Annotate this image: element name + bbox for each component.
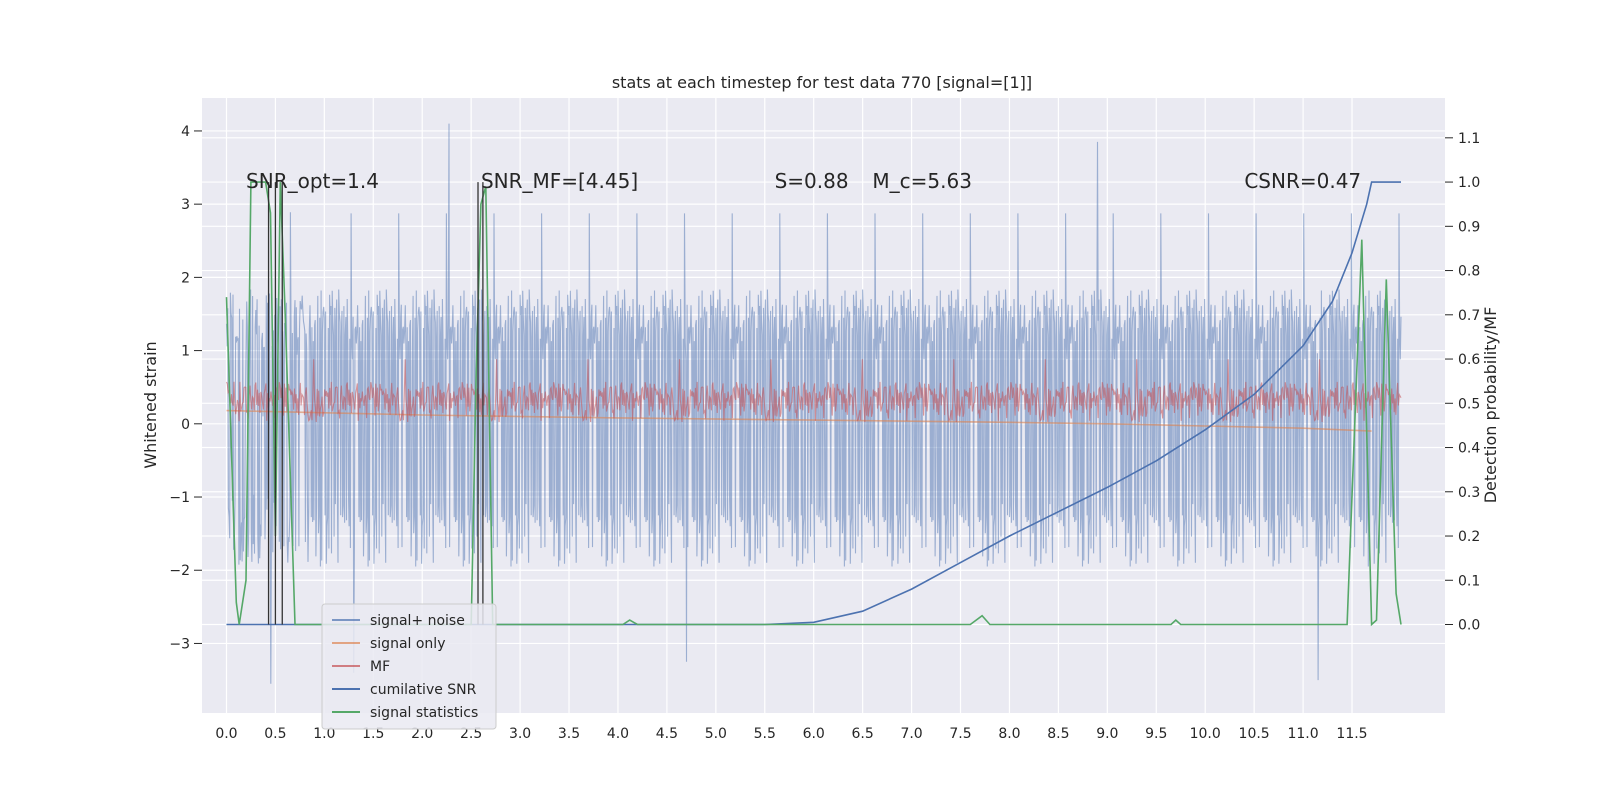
y2-tick-label: 0.8 <box>1458 264 1480 280</box>
y-tick-label: 2 <box>181 270 190 286</box>
legend-item: MF <box>370 659 390 675</box>
annotation-label: S=0.88 <box>775 169 849 193</box>
x-tick-label: 6.0 <box>803 726 825 742</box>
y2-tick-label: 0.6 <box>1458 352 1480 368</box>
series-line-signal-statistics <box>225 181 1402 627</box>
y-tick-label: 4 <box>181 124 190 140</box>
y-tick-label: 3 <box>181 197 190 213</box>
y2-tick-label: 0.5 <box>1458 396 1480 412</box>
x-tick-label: 9.0 <box>1096 726 1118 742</box>
x-tick-label: 3.0 <box>509 726 531 742</box>
annotation-label: SNR_MF=[4.45] <box>481 169 638 193</box>
plot-area <box>225 123 1402 684</box>
y-tick-label: −1 <box>169 490 190 506</box>
annotations: SNR_opt=1.4 SNR_MF=[4.45] S=0.88 M_c=5.63 CS… <box>246 169 1361 193</box>
x-tick-label: 10.5 <box>1239 726 1270 742</box>
y2-axis-ticks: 1.1 1.0 0.9 0.8 0.7 0.6 0.5 0.4 0.3 0.2 0.1 0.0 <box>1445 131 1480 634</box>
x-tick-label: 2.0 <box>411 726 433 742</box>
x-tick-label: 2.5 <box>460 726 482 742</box>
series-line-signal-only <box>226 409 1372 432</box>
x-axis-ticks: 0.0 0.5 1.0 1.5 2.0 2.5 3.0 3.5 4.0 4.5 5.0 5.5 6.0 6… <box>215 726 1367 742</box>
x-tick-label: 8.5 <box>1047 726 1069 742</box>
legend-item: signal+ noise <box>370 613 465 629</box>
x-tick-label: 5.0 <box>705 726 727 742</box>
legend-box <box>321 603 497 730</box>
x-tick-label: 11.5 <box>1336 726 1367 742</box>
x-tick-label: 0.0 <box>215 726 237 742</box>
legend: signal+ noise signal only MF cumilative SNR… <box>321 603 497 730</box>
legend-item: cumilative SNR <box>370 682 477 698</box>
y2-tick-label: 0.0 <box>1458 618 1480 634</box>
y2-tick-label: 1.0 <box>1458 175 1480 191</box>
y2-tick-label: 0.4 <box>1458 441 1480 457</box>
x-tick-label: 7.0 <box>900 726 922 742</box>
y2-axis-label: Detection probability/MF <box>1481 307 1500 504</box>
y-tick-label: 0 <box>181 417 190 433</box>
series-line-signal-noise <box>225 123 1402 684</box>
annotation-label: M_c=5.63 <box>872 169 972 193</box>
y-axis-label: Whitened strain <box>141 341 160 468</box>
y-tick-label: 1 <box>181 344 190 360</box>
x-tick-label: 9.5 <box>1145 726 1167 742</box>
x-tick-label: 11.0 <box>1287 726 1318 742</box>
x-tick-label: 8.0 <box>998 726 1020 742</box>
annotation-label: SNR_opt=1.4 <box>246 169 379 193</box>
x-tick-label: 4.5 <box>656 726 678 742</box>
x-tick-label: 1.0 <box>313 726 335 742</box>
x-tick-label: 4.0 <box>607 726 629 742</box>
x-tick-label: 10.0 <box>1190 726 1221 742</box>
y2-tick-label: 0.9 <box>1458 219 1480 235</box>
x-tick-label: 6.5 <box>852 726 874 742</box>
legend-item: signal only <box>370 636 445 652</box>
x-tick-label: 0.5 <box>264 726 286 742</box>
y-tick-label: −3 <box>169 636 190 652</box>
y2-tick-label: 0.3 <box>1458 485 1480 501</box>
y2-tick-label: 0.1 <box>1458 573 1480 589</box>
y2-tick-label: 0.2 <box>1458 529 1480 545</box>
series-line-cumilative-snr <box>226 181 1401 626</box>
y2-tick-label: 1.1 <box>1458 131 1480 147</box>
y-axis-ticks: 4 3 2 1 0 −1 −2 −3 <box>169 124 202 652</box>
x-tick-label: 5.5 <box>754 726 776 742</box>
chart-title: stats at each timestep for test data 770… <box>612 73 1032 92</box>
y2-tick-label: 0.7 <box>1458 308 1480 324</box>
x-tick-label: 1.5 <box>362 726 384 742</box>
x-tick-label: 7.5 <box>949 726 971 742</box>
series-line-mf <box>225 359 1402 423</box>
annotation-label: CSNR=0.47 <box>1244 169 1361 193</box>
y-tick-label: −2 <box>169 563 190 579</box>
x-tick-label: 3.5 <box>558 726 580 742</box>
legend-item: signal statistics <box>370 705 478 721</box>
